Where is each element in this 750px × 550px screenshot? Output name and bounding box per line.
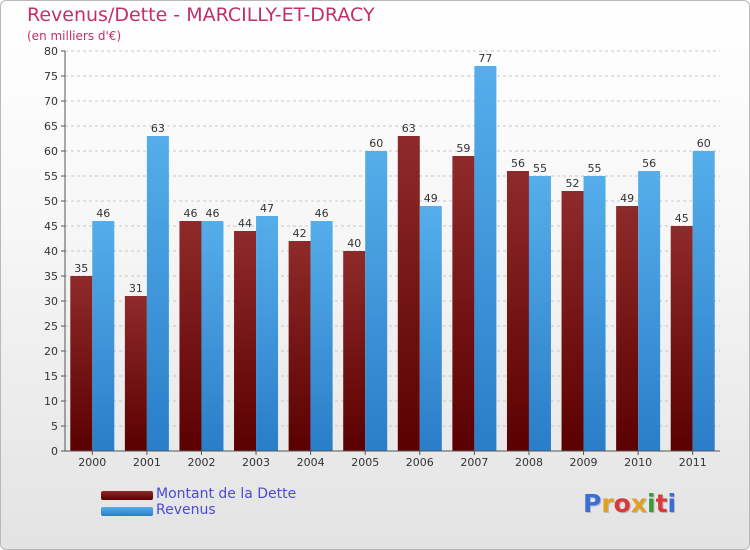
legend-label-dette: Montant de la Dette (156, 486, 297, 502)
x-tick-label: 2011 (679, 456, 707, 469)
bar-dette (288, 241, 311, 451)
x-tick-label: 2001 (133, 456, 161, 469)
y-tick-label: 10 (44, 395, 58, 408)
bar-dette (124, 296, 147, 451)
y-tick-label: 0 (51, 445, 58, 458)
bar-dette (343, 251, 366, 451)
data-label-dette: 31 (129, 282, 143, 295)
data-label-revenus: 49 (424, 192, 438, 205)
bar-dette (616, 206, 639, 451)
bar-revenus (310, 221, 333, 451)
x-tick-label: 2006 (406, 456, 434, 469)
bar-dette (234, 231, 257, 451)
legend-swatch-dette (101, 491, 153, 500)
bar-revenus (474, 66, 497, 451)
data-label-dette: 44 (238, 217, 252, 230)
bar-dette (561, 191, 584, 451)
bar-revenus (365, 151, 388, 451)
y-tick-label: 40 (44, 245, 58, 258)
y-tick-label: 45 (44, 220, 58, 233)
x-tick-label: 2009 (570, 456, 598, 469)
bar-revenus (638, 171, 661, 451)
data-label-revenus: 47 (260, 202, 274, 215)
x-tick-label: 2005 (351, 456, 379, 469)
legend-swatch-revenus (101, 507, 153, 516)
data-label-revenus: 77 (478, 52, 492, 65)
y-tick-label: 50 (44, 195, 58, 208)
y-tick-label: 25 (44, 320, 58, 333)
y-tick-label: 20 (44, 345, 58, 358)
bar-revenus (692, 151, 715, 451)
bar-revenus (92, 221, 115, 451)
y-tick-label: 75 (44, 70, 58, 83)
data-label-revenus: 56 (642, 157, 656, 170)
bar-revenus (583, 176, 606, 451)
legend-label-revenus: Revenus (156, 502, 216, 518)
data-label-dette: 49 (620, 192, 634, 205)
x-tick-label: 2007 (460, 456, 488, 469)
data-label-revenus: 46 (96, 207, 110, 220)
bar-revenus (201, 221, 224, 451)
data-label-dette: 46 (183, 207, 197, 220)
bar-dette (452, 156, 475, 451)
bar-dette (506, 171, 529, 451)
y-tick-label: 80 (44, 45, 58, 58)
data-label-dette: 52 (566, 177, 580, 190)
proxiti-logo: Proxiti (583, 489, 677, 518)
x-tick-label: 2004 (297, 456, 325, 469)
data-label-revenus: 55 (588, 162, 602, 175)
data-label-dette: 59 (456, 142, 470, 155)
data-label-dette: 40 (347, 237, 361, 250)
bar-dette (70, 276, 93, 451)
bar-revenus (419, 206, 442, 451)
y-tick-label: 15 (44, 370, 58, 383)
bar-dette (397, 136, 420, 451)
y-tick-label: 70 (44, 95, 58, 108)
bar-dette (670, 226, 693, 451)
y-tick-label: 55 (44, 170, 58, 183)
bar-revenus (256, 216, 279, 451)
bar-revenus (146, 136, 169, 451)
data-label-revenus: 63 (151, 122, 165, 135)
bar-dette (179, 221, 202, 451)
y-tick-label: 65 (44, 120, 58, 133)
chart-subtitle: (en milliers d'€) (27, 29, 122, 43)
x-tick-label: 2003 (242, 456, 270, 469)
data-label-dette: 45 (675, 212, 689, 225)
y-tick-label: 5 (51, 420, 58, 433)
data-label-dette: 42 (293, 227, 307, 240)
data-label-revenus: 46 (205, 207, 219, 220)
y-tick-label: 35 (44, 270, 58, 283)
x-tick-label: 2008 (515, 456, 543, 469)
x-tick-label: 2000 (78, 456, 106, 469)
data-label-dette: 35 (74, 262, 88, 275)
data-label-dette: 63 (402, 122, 416, 135)
x-tick-label: 2002 (187, 456, 215, 469)
data-label-revenus: 60 (369, 137, 383, 150)
data-label-dette: 56 (511, 157, 525, 170)
x-tick-label: 2010 (624, 456, 652, 469)
data-label-revenus: 46 (315, 207, 329, 220)
data-label-revenus: 60 (697, 137, 711, 150)
chart-title: Revenus/Dette - MARCILLY-ET-DRACY (27, 4, 375, 26)
y-tick-label: 30 (44, 295, 58, 308)
y-tick-label: 60 (44, 145, 58, 158)
data-label-revenus: 55 (533, 162, 547, 175)
bar-revenus (528, 176, 551, 451)
